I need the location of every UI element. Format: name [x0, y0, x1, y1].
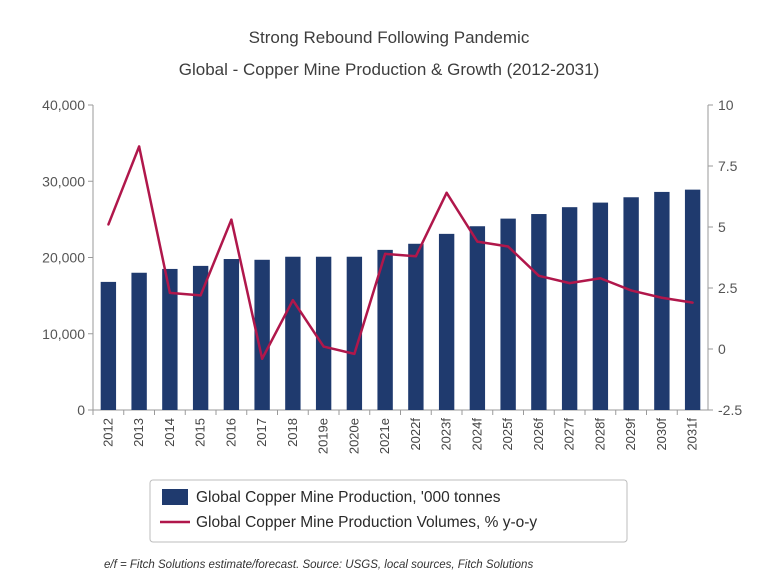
growth-point	[660, 296, 664, 299]
legend-label-production: Global Copper Mine Production, '000 tonn…	[196, 489, 501, 506]
y-left-tick-label: 20,000	[42, 250, 85, 266]
chart-title: Strong Rebound Following Pandemic	[249, 28, 530, 47]
growth-point	[691, 301, 694, 304]
y-left-tick-label: 0	[77, 402, 85, 418]
growth-point	[445, 191, 448, 195]
y-right-tick-label: -2.5	[718, 402, 742, 418]
x-tick-label: 2026f	[531, 418, 546, 451]
growth-point	[353, 352, 356, 356]
growth-line	[107, 145, 693, 361]
growth-point	[260, 357, 264, 360]
production-bar	[500, 218, 516, 410]
x-tick-label: 2020e	[346, 418, 361, 454]
legend: Global Copper Mine Production, '000 tonn…	[149, 479, 628, 543]
production-bar	[162, 268, 178, 410]
growth-point	[414, 255, 418, 258]
y-right-tick-label: 7.5	[718, 158, 738, 174]
growth-point	[629, 289, 633, 292]
growth-point	[137, 145, 141, 148]
x-tick-label: 2028f	[592, 418, 607, 451]
x-tick-label: 2014	[162, 418, 177, 447]
y-right-tick-label: 5	[718, 219, 726, 235]
production-bar	[654, 191, 670, 410]
growth-point	[568, 281, 571, 285]
y-left-tick-label: 30,000	[42, 173, 85, 189]
production-bar	[254, 259, 270, 410]
legend-label-growth: Global Copper Mine Production Volumes, %…	[196, 514, 537, 531]
production-bar	[315, 256, 332, 410]
growth-point	[476, 240, 479, 243]
y-left-tick-label: 40,000	[42, 97, 85, 113]
growth-point	[168, 291, 172, 295]
production-bar	[684, 189, 701, 410]
x-tick-label: 2029f	[623, 418, 638, 451]
growth-point	[291, 299, 295, 302]
production-bar	[531, 214, 547, 410]
production-bar	[100, 281, 117, 410]
growth-point	[599, 277, 602, 280]
production-bar	[377, 249, 393, 410]
x-tick-label: 2012	[100, 418, 115, 447]
x-tick-label: 2024f	[469, 418, 484, 451]
x-tick-label: 2018	[285, 418, 300, 447]
y-right-tick-label: 10	[718, 97, 734, 113]
production-bar	[408, 243, 424, 410]
y-right-tick-label: 0	[718, 341, 726, 357]
growth-point	[230, 218, 233, 221]
y-right-tick-label: 2.5	[718, 280, 738, 296]
x-tick-label: 2023f	[439, 418, 454, 451]
growth-point	[322, 345, 325, 348]
growth-point	[107, 223, 110, 226]
x-tick-label: 2019e	[316, 418, 331, 454]
production-bar	[623, 197, 639, 410]
x-tick-label: 2027f	[562, 418, 577, 451]
growth-point	[199, 294, 202, 297]
x-tick-label: 2016	[223, 418, 238, 447]
x-tick-label: 2013	[131, 418, 146, 447]
production-bar	[438, 233, 455, 410]
x-tick-label: 2025f	[500, 418, 515, 451]
production-bar	[192, 265, 209, 410]
production-bar	[592, 202, 609, 410]
legend-bar-swatch	[162, 489, 188, 505]
x-tick-label: 2021e	[377, 418, 392, 454]
production-bar	[561, 207, 578, 410]
x-tick-label: 2031f	[685, 418, 700, 451]
production-bar	[469, 226, 486, 410]
production-bar	[285, 256, 301, 410]
plot-area: 40,000 30,000 20,000 10,000 0 10 7.5 5 2.5 0 -2.5 2…	[42, 97, 742, 454]
x-tick-label: 2022f	[408, 418, 423, 451]
growth-point	[537, 274, 541, 277]
x-tick-label: 2017	[254, 418, 269, 447]
footnote: e/f = Fitch Solutions estimate/forecast.…	[104, 559, 533, 571]
growth-point	[383, 252, 387, 256]
chart-subtitle: Global - Copper Mine Production & Growth…	[179, 60, 600, 79]
production-bar	[346, 256, 363, 410]
x-tick-label: 2030f	[654, 418, 669, 451]
y-left-tick-label: 10,000	[42, 326, 85, 342]
x-tick-label: 2015	[193, 418, 208, 447]
production-bar	[131, 272, 147, 410]
growth-point	[506, 245, 510, 248]
production-bar	[223, 259, 240, 410]
legend-box	[149, 479, 628, 543]
